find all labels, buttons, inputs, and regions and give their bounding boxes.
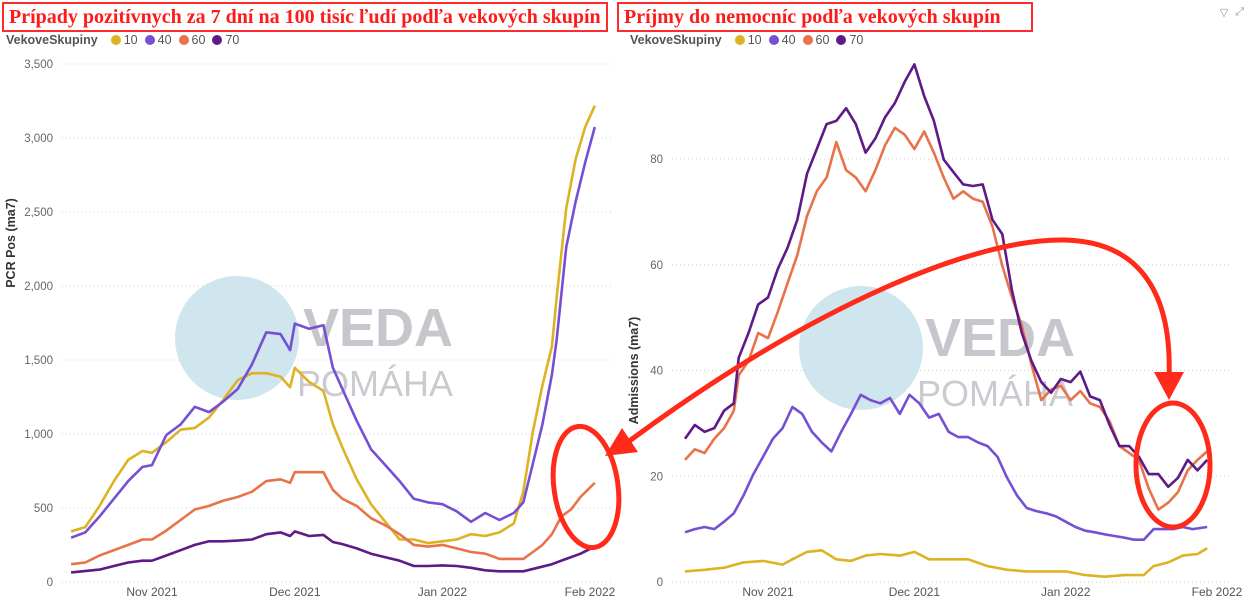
y-tick-label: 20 <box>650 471 663 483</box>
legend-label-10[interactable]: 10 <box>123 33 138 47</box>
y-tick-label: 1,500 <box>24 355 53 367</box>
annotation-arrow-curve <box>626 237 1172 445</box>
x-tick-label: Dec 2021 <box>269 585 321 599</box>
legend-right: VekoveSkupiny 10 40 60 70 <box>630 33 863 47</box>
annotation-ellipse-left <box>550 423 622 551</box>
y-tick-label: 3,500 <box>24 59 53 71</box>
series-line-60 <box>70 470 596 566</box>
series-line-10 <box>70 105 596 545</box>
legend-label-40[interactable]: 40 <box>157 33 172 47</box>
annotation-overlay <box>550 237 1213 551</box>
legend-dot-40 <box>768 35 779 45</box>
legend-dot-60 <box>802 35 813 45</box>
y-tick-label: 2,000 <box>24 281 53 293</box>
legend-dot-70 <box>836 35 847 45</box>
watermark-veda: VEDA <box>303 298 453 358</box>
y-tick-label: 60 <box>650 260 663 272</box>
y-axis-title: PCR Pos (ma7) <box>4 198 18 288</box>
watermark-logo: VEDA POMÁHA <box>799 286 1075 414</box>
y-tick-label: 40 <box>650 366 663 378</box>
series-line-40 <box>684 393 1208 541</box>
legend-label-40[interactable]: 40 <box>781 33 796 47</box>
legend-dot-10 <box>734 35 745 45</box>
annotation-arrowhead-down <box>1154 372 1184 400</box>
y-tick-label: 3,000 <box>24 133 53 145</box>
watermark-pomaha: POMÁHA <box>297 363 453 404</box>
y-tick-label: 0 <box>657 577 663 589</box>
expand-icon[interactable]: ⤢ <box>1235 6 1244 18</box>
x-tick-label: Jan 2022 <box>1041 585 1091 599</box>
chart-title-right: Príjmy do nemocníc podľa vekových skupín <box>617 2 1033 32</box>
annotation-ellipse-right <box>1133 400 1213 530</box>
series-line-40 <box>70 126 597 539</box>
y-axis-title: Admissions (ma7) <box>627 317 641 425</box>
x-tick-label: Jan 2022 <box>418 585 468 599</box>
x-tick-label: Feb 2022 <box>565 585 616 599</box>
annotation-arrowhead-left <box>605 428 638 456</box>
legend-dot-60 <box>178 35 189 45</box>
x-tick-label: Feb 2022 <box>1192 585 1243 599</box>
watermark-pomaha: POMÁHA <box>917 373 1073 414</box>
chart-title-left: Prípady pozitívnych za 7 dní na 100 tisí… <box>2 2 608 32</box>
legend-dot-40 <box>144 35 155 45</box>
legend-label-70[interactable]: 70 <box>849 33 864 47</box>
visual-header-icons: ▽ ⤢ <box>1220 6 1244 19</box>
legend-label-10[interactable]: 10 <box>747 33 762 47</box>
x-tick-label: Nov 2021 <box>742 585 794 599</box>
series-line-10 <box>684 547 1208 578</box>
legend-label-70[interactable]: 70 <box>225 33 240 47</box>
legend-left: VekoveSkupiny 10 40 60 70 <box>6 33 239 47</box>
watermark-logo: VEDA POMÁHA <box>175 276 453 404</box>
legend-dot-10 <box>110 35 121 45</box>
chart-left: 0 500 1,000 1,500 2,000 2,500 3,000 3,500 Nov 20… <box>4 59 616 599</box>
legend-title: VekoveSkupiny <box>630 33 722 47</box>
y-tick-label: 1,000 <box>24 429 53 441</box>
brain-logo-icon <box>175 276 299 400</box>
y-tick-label: 0 <box>47 577 53 589</box>
legend-dot-70 <box>212 35 223 45</box>
legend-label-60[interactable]: 60 <box>815 33 830 47</box>
y-tick-label: 80 <box>650 154 663 166</box>
legend-label-60[interactable]: 60 <box>191 33 206 47</box>
series-line-70 <box>70 530 596 574</box>
y-tick-label: 2,500 <box>24 207 53 219</box>
legend-title: VekoveSkupiny <box>6 33 98 47</box>
x-tick-label: Nov 2021 <box>126 585 178 599</box>
x-tick-label: Dec 2021 <box>889 585 941 599</box>
chart-right: 0 20 40 60 80 Nov 2021 Dec 2021 Jan 2022 Feb 202… <box>627 63 1243 599</box>
filter-icon[interactable]: ▽ <box>1219 7 1229 19</box>
y-tick-label: 500 <box>34 503 53 515</box>
series-line-70 <box>683 63 1209 489</box>
brain-logo-icon <box>799 286 923 410</box>
watermark-veda: VEDA <box>925 308 1075 368</box>
